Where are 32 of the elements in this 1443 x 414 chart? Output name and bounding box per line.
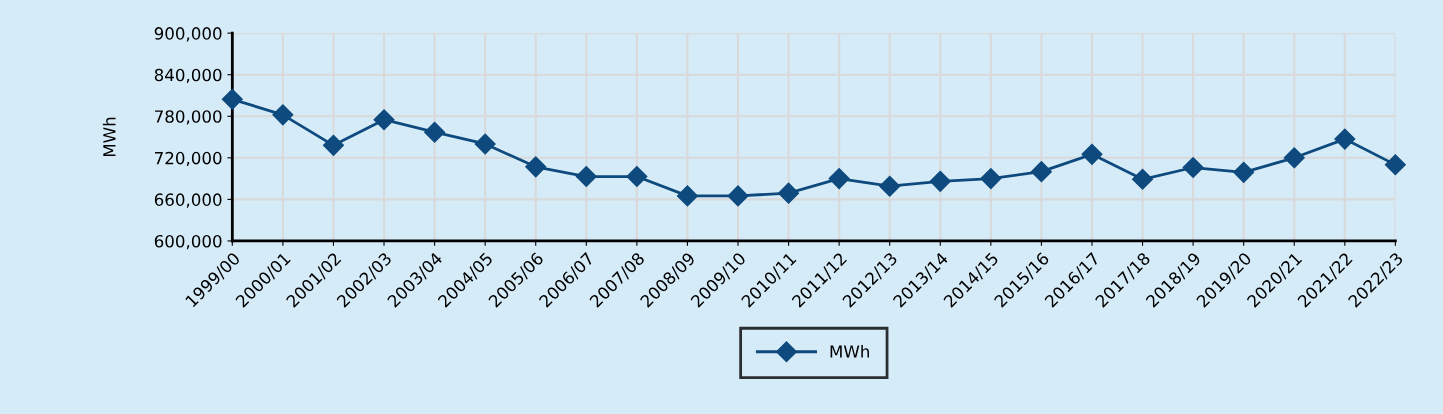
point — [676, 185, 698, 207]
point — [272, 104, 294, 126]
point — [474, 133, 496, 155]
y-axis-title: MWh — [102, 117, 116, 157]
point — [525, 156, 547, 178]
y-tick-label: 840,000 — [154, 68, 222, 83]
point — [1081, 143, 1103, 165]
point — [828, 168, 850, 190]
point — [1233, 161, 1255, 183]
legend-label: MWh — [830, 344, 869, 358]
point — [879, 175, 901, 197]
point — [1030, 161, 1052, 183]
point — [929, 170, 951, 192]
point — [1132, 168, 1154, 190]
point — [575, 166, 597, 188]
point — [626, 166, 648, 188]
y-tick-label: 660,000 — [154, 193, 222, 208]
y-tick-label: 780,000 — [155, 110, 222, 125]
point — [1283, 147, 1305, 169]
point — [727, 185, 749, 207]
point — [1334, 128, 1356, 150]
y-tick-label: 600,000 — [154, 234, 222, 250]
point — [1182, 156, 1204, 179]
y-tick-label: 900,000 — [154, 27, 222, 42]
point — [778, 182, 800, 204]
point — [1384, 154, 1406, 176]
point — [221, 88, 243, 110]
point — [373, 109, 395, 131]
point — [424, 121, 446, 143]
y-tick-label: 720,000 — [155, 151, 222, 167]
point — [980, 168, 1002, 190]
point — [322, 134, 344, 156]
